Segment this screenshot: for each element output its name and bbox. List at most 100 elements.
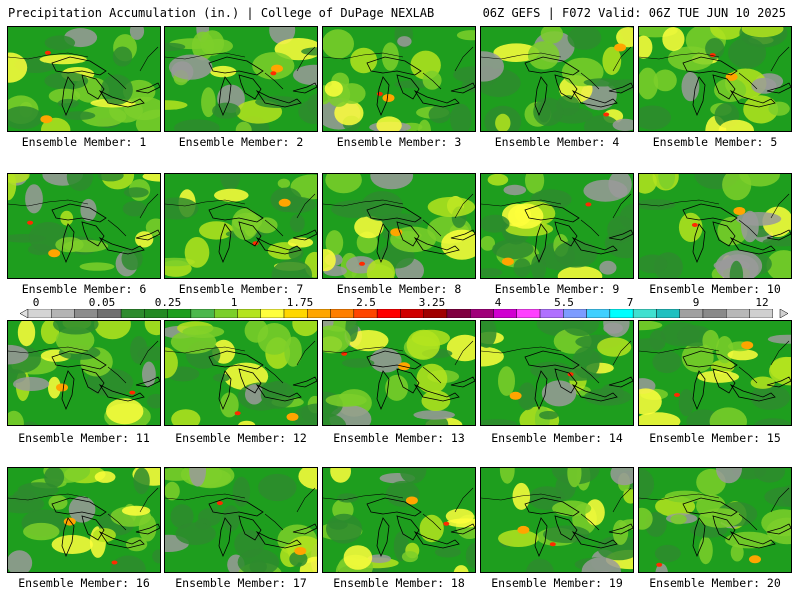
- ensemble-member-label: Ensemble Member: 15: [649, 431, 781, 445]
- great-lakes-outline: [524, 497, 633, 558]
- border-outline: [481, 46, 632, 90]
- border-outline: [481, 193, 632, 237]
- scale-swatch: [144, 309, 168, 318]
- border-outline: [639, 487, 790, 531]
- ensemble-member-map: [480, 26, 634, 132]
- great-lakes-outline: [524, 350, 633, 411]
- scale-swatch: [260, 309, 285, 318]
- precip-map-field: [8, 174, 160, 278]
- ensemble-member-label: Ensemble Member: 3: [336, 135, 462, 149]
- scale-max-arrow: [779, 309, 788, 318]
- scale-swatch: [726, 309, 750, 318]
- ensemble-member-map: [480, 467, 634, 573]
- great-lakes-outline: [51, 497, 160, 558]
- ensemble-member-label: Ensemble Member: 1: [21, 135, 147, 149]
- great-lakes-outline: [366, 203, 475, 264]
- great-lakes-outline: [208, 497, 317, 558]
- ensemble-member-map: [638, 173, 792, 279]
- great-lakes-outline: [51, 350, 160, 411]
- precip-map-field: [323, 27, 475, 131]
- great-lakes-outline: [208, 350, 317, 411]
- ensemble-member-label: Ensemble Member: 9: [494, 282, 620, 296]
- great-lakes-outline: [208, 203, 317, 264]
- ensemble-member-label: Ensemble Member: 16: [18, 576, 150, 590]
- border-outline: [8, 46, 159, 90]
- scale-swatch: [74, 309, 99, 318]
- scale-swatch: [586, 309, 611, 318]
- great-lakes-outline: [51, 203, 160, 264]
- scale-swatch: [423, 309, 448, 318]
- precip-map-field: [165, 321, 317, 425]
- ensemble-member-map: [480, 173, 634, 279]
- precip-map-field: [323, 174, 475, 278]
- scale-swatch: [656, 309, 680, 318]
- model-run-info: 06Z GEFS | F072 Valid: 06Z TUE JUN 10 20…: [482, 6, 786, 20]
- scale-swatch: [446, 309, 471, 318]
- border-outline: [323, 193, 474, 237]
- scale-tick-label: 7: [626, 296, 634, 309]
- chart-title: Precipitation Accumulation (in.) | Colle…: [8, 6, 435, 20]
- precip-map-field: [639, 27, 791, 131]
- scale-tick-label: 0.05: [88, 296, 116, 309]
- scale-swatch: [749, 309, 773, 318]
- great-lakes-outline: [366, 497, 475, 558]
- scale-tick-label: 1.75: [286, 296, 314, 309]
- scale-swatch: [213, 309, 238, 318]
- ensemble-member-map: [7, 173, 161, 279]
- precip-map-field: [8, 468, 160, 572]
- precip-color-scale: [20, 309, 788, 318]
- scale-swatch: [563, 309, 587, 318]
- scale-swatch: [702, 309, 727, 318]
- scale-swatch: [307, 309, 331, 318]
- scale-swatch: [679, 309, 704, 318]
- great-lakes-outline: [366, 56, 475, 117]
- ensemble-member-map: [164, 320, 318, 426]
- scale-swatch: [97, 309, 122, 318]
- great-lakes-outline: [682, 497, 791, 558]
- scale-swatch: [283, 309, 308, 318]
- border-outline: [639, 340, 790, 384]
- ensemble-member-map: [164, 467, 318, 573]
- border-outline: [481, 340, 632, 384]
- ensemble-member-map: [322, 467, 476, 573]
- border-outline: [323, 340, 474, 384]
- ensemble-member-map: [638, 320, 792, 426]
- scale-swatch: [632, 309, 657, 318]
- border-outline: [165, 193, 316, 237]
- ensemble-member-label: Ensemble Member: 14: [491, 431, 623, 445]
- ensemble-member-label: Ensemble Member: 20: [649, 576, 781, 590]
- scale-swatch: [539, 309, 564, 318]
- scale-swatch: [120, 309, 145, 318]
- scale-tick-label: 0: [32, 296, 40, 309]
- ensemble-member-label: Ensemble Member: 5: [652, 135, 778, 149]
- ensemble-member-label: Ensemble Member: 12: [175, 431, 307, 445]
- ensemble-member-label: Ensemble Member: 17: [175, 576, 307, 590]
- scale-swatch: [330, 309, 355, 318]
- scale-swatch: [609, 309, 634, 318]
- ensemble-member-map: [164, 26, 318, 132]
- scale-tick-label: 5.5: [554, 296, 574, 309]
- ensemble-member-label: Ensemble Member: 13: [333, 431, 465, 445]
- precip-map-field: [639, 468, 791, 572]
- border-outline: [165, 46, 316, 90]
- great-lakes-outline: [682, 56, 791, 117]
- scale-tick-label: 12: [755, 296, 769, 309]
- ensemble-member-label: Ensemble Member: 6: [21, 282, 147, 296]
- ensemble-member-map: [638, 26, 792, 132]
- great-lakes-outline: [366, 350, 475, 411]
- great-lakes-outline: [682, 350, 791, 411]
- precip-map-field: [165, 468, 317, 572]
- ensemble-member-label: Ensemble Member: 11: [18, 431, 150, 445]
- border-outline: [8, 340, 159, 384]
- scale-swatch: [516, 309, 541, 318]
- scale-swatch: [27, 309, 52, 318]
- ensemble-member-map: [7, 320, 161, 426]
- scale-swatch: [353, 309, 378, 318]
- border-outline: [323, 46, 474, 90]
- ensemble-member-label: Ensemble Member: 2: [178, 135, 304, 149]
- precip-map-field: [481, 27, 633, 131]
- ensemble-member-label: Ensemble Member: 8: [336, 282, 462, 296]
- great-lakes-outline: [682, 203, 791, 264]
- ensemble-member-map: [638, 467, 792, 573]
- ensemble-member-map: [164, 173, 318, 279]
